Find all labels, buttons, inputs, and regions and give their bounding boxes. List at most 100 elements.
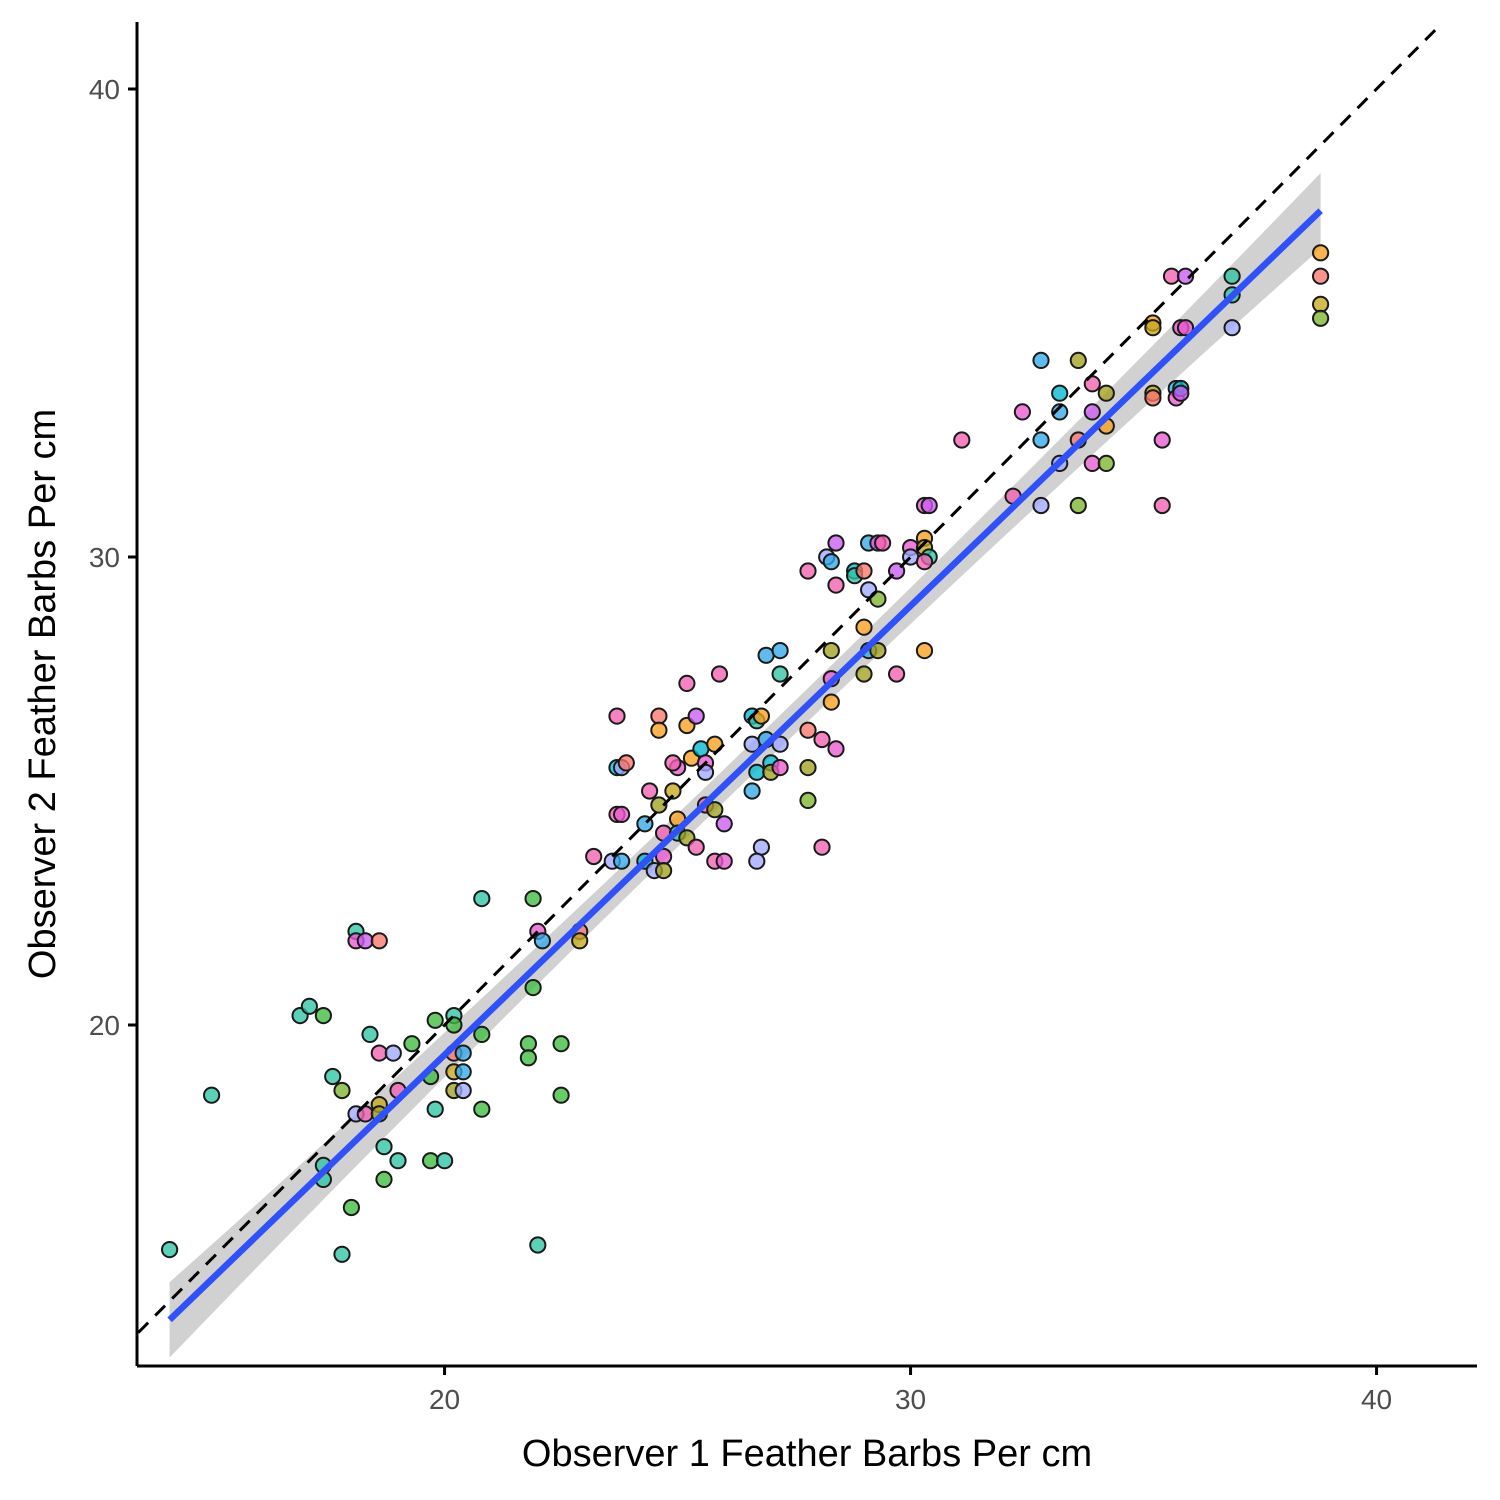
data-point bbox=[333, 1245, 351, 1263]
data-point bbox=[1032, 431, 1050, 449]
data-point bbox=[771, 665, 789, 683]
data-point bbox=[655, 862, 673, 880]
data-point bbox=[855, 562, 873, 580]
data-point bbox=[869, 642, 887, 660]
data-point bbox=[1097, 454, 1115, 472]
data-point bbox=[473, 1100, 491, 1118]
data-point bbox=[771, 759, 789, 777]
data-point bbox=[664, 782, 682, 800]
data-point bbox=[436, 1152, 454, 1170]
data-point bbox=[822, 642, 840, 660]
data-point bbox=[1153, 496, 1171, 515]
data-point bbox=[650, 796, 668, 814]
data-point bbox=[161, 1241, 179, 1259]
data-point bbox=[552, 1035, 570, 1053]
data-point bbox=[585, 847, 603, 866]
data-point bbox=[915, 642, 934, 660]
data-point bbox=[314, 1007, 332, 1025]
data-point bbox=[473, 1025, 491, 1044]
data-point bbox=[822, 693, 840, 711]
data-point bbox=[799, 791, 817, 810]
axes bbox=[135, 22, 1477, 1368]
data-point bbox=[342, 1198, 360, 1217]
data-point bbox=[757, 646, 775, 664]
data-point bbox=[533, 932, 552, 950]
data-point bbox=[1013, 403, 1032, 421]
data-point bbox=[743, 782, 761, 800]
data-point bbox=[1069, 351, 1087, 369]
data-point bbox=[1176, 267, 1195, 285]
data-point bbox=[1069, 496, 1087, 515]
data-point bbox=[650, 721, 668, 739]
data-point bbox=[333, 1081, 351, 1100]
data-point bbox=[888, 665, 906, 683]
data-point bbox=[1176, 319, 1195, 337]
data-point bbox=[813, 838, 831, 856]
y-tick-label: 30 bbox=[89, 542, 120, 573]
data-point bbox=[855, 618, 873, 636]
data-point bbox=[771, 642, 789, 660]
data-point bbox=[389, 1152, 407, 1170]
data-point bbox=[519, 1049, 538, 1067]
data-point bbox=[613, 852, 631, 870]
data-point bbox=[1223, 267, 1241, 285]
data-point bbox=[799, 721, 817, 739]
data-point bbox=[1223, 319, 1241, 337]
data-point bbox=[687, 838, 705, 856]
data-point bbox=[715, 815, 733, 833]
data-point bbox=[855, 665, 873, 683]
data-point bbox=[715, 852, 733, 870]
data-point bbox=[375, 1138, 393, 1156]
data-point bbox=[813, 730, 831, 749]
data-point bbox=[827, 534, 845, 552]
data-point bbox=[375, 1170, 393, 1189]
data-point bbox=[552, 1086, 570, 1104]
data-point bbox=[748, 763, 766, 781]
data-point bbox=[361, 1025, 379, 1044]
data-point bbox=[641, 782, 659, 800]
x-tick-label: 20 bbox=[429, 1384, 460, 1415]
data-point bbox=[799, 562, 817, 580]
data-point bbox=[953, 431, 971, 449]
x-tick-label: 40 bbox=[1361, 1384, 1392, 1415]
data-point bbox=[748, 852, 766, 870]
data-point bbox=[370, 1044, 388, 1062]
data-point bbox=[473, 890, 491, 908]
y-tick-label: 20 bbox=[89, 1010, 120, 1041]
data-point bbox=[454, 1081, 472, 1100]
y-axis-title: Observer 2 Feather Barbs Per cm bbox=[22, 409, 64, 979]
data-point bbox=[203, 1086, 221, 1104]
data-point bbox=[1051, 403, 1069, 421]
data-point bbox=[827, 740, 845, 758]
data-points bbox=[161, 244, 1330, 1263]
data-point bbox=[1083, 403, 1101, 421]
data-point bbox=[687, 707, 705, 725]
data-point bbox=[454, 1044, 472, 1062]
data-point bbox=[617, 754, 635, 772]
data-point bbox=[1144, 389, 1162, 407]
data-point bbox=[1083, 454, 1101, 472]
data-point bbox=[1162, 267, 1181, 285]
data-point bbox=[1312, 267, 1330, 285]
data-point bbox=[1032, 496, 1050, 515]
data-point bbox=[426, 1100, 444, 1118]
data-point bbox=[827, 576, 845, 594]
data-point bbox=[1153, 431, 1171, 449]
data-point bbox=[1032, 351, 1050, 369]
data-point bbox=[692, 740, 710, 758]
data-point bbox=[454, 1063, 472, 1081]
data-point bbox=[874, 534, 892, 552]
data-point bbox=[650, 707, 668, 725]
data-point bbox=[384, 1044, 402, 1062]
data-point bbox=[752, 838, 771, 856]
data-point bbox=[300, 997, 318, 1015]
data-point bbox=[524, 979, 542, 997]
data-point bbox=[678, 674, 696, 693]
data-point bbox=[370, 932, 388, 950]
identity-reference-line bbox=[137, 22, 1443, 1337]
data-point bbox=[422, 1152, 440, 1170]
data-point bbox=[710, 665, 729, 683]
data-point bbox=[571, 932, 589, 950]
data-point bbox=[1312, 295, 1330, 313]
